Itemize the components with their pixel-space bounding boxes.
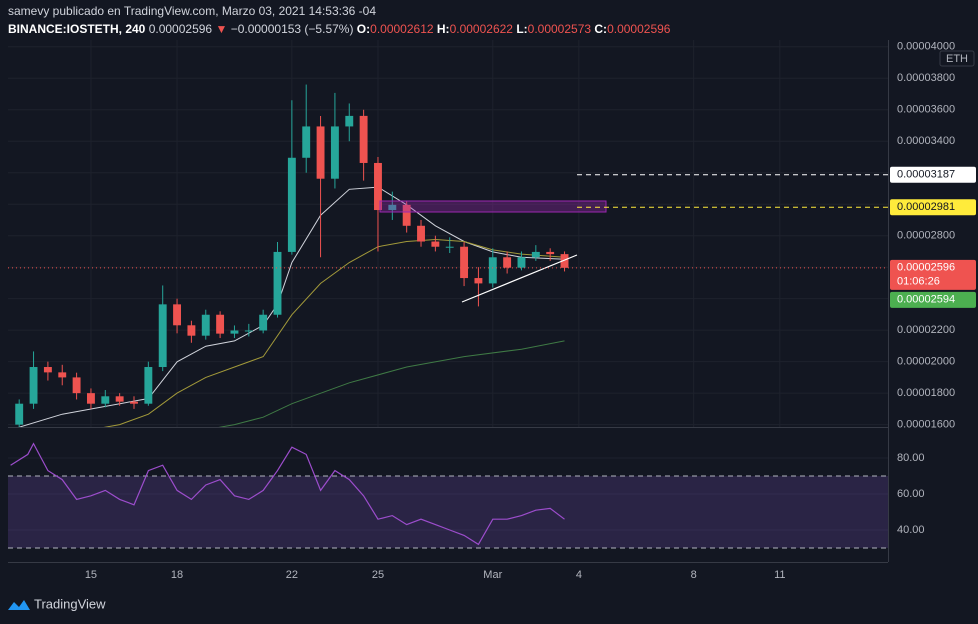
candle-body <box>287 157 296 252</box>
author-line: samevy publicado en TradingView.com, Mar… <box>8 4 377 18</box>
y-tick-label: 0.00002200 <box>897 324 955 336</box>
x-tick-label: 11 <box>774 569 785 581</box>
y-tick-label: 0.00003400 <box>897 135 955 147</box>
price-label-box <box>890 199 976 216</box>
candle-body <box>273 251 282 315</box>
x-tick-label: 25 <box>372 569 384 581</box>
x-tick-label: 15 <box>85 569 97 581</box>
y-tick-label: 0.00002000 <box>897 356 955 368</box>
candle-body <box>488 257 497 284</box>
change: −0.00000153 (−5.57%) <box>230 22 354 36</box>
y-tick-label: 0.00004000 <box>897 41 955 53</box>
ohlc-value: 0.00002596 <box>607 22 671 36</box>
candle-body <box>130 401 138 404</box>
candle-body <box>460 246 469 279</box>
candle-body <box>330 126 339 179</box>
rsi-band <box>8 476 888 548</box>
candle-body <box>316 126 325 179</box>
y-tick-label: 40.00 <box>897 524 925 536</box>
candle-body <box>216 314 225 334</box>
price-label-box <box>890 166 976 183</box>
axes: 0.00001600 0.00001800 0.00002000 0.00002200… <box>8 41 976 581</box>
countdown: 01:06:26 <box>897 276 940 288</box>
currency: ETH <box>946 53 968 65</box>
y-tick-label: 80.00 <box>897 452 925 464</box>
x-tick-label: 22 <box>286 569 298 581</box>
candle-body <box>244 330 253 332</box>
candle-body <box>374 162 382 211</box>
candle-body <box>517 257 526 268</box>
ohlc-value: 0.00002622 <box>449 22 513 36</box>
x-tick-label: 18 <box>171 569 183 581</box>
candle-body <box>15 403 24 425</box>
rsi-line <box>10 442 565 546</box>
ohlc-key: L: <box>516 22 528 36</box>
last-price: 0.00002596 <box>148 22 213 36</box>
candle-body <box>531 251 540 258</box>
candle-body <box>546 251 555 255</box>
candle-body <box>259 314 268 331</box>
ohlc-key: C: <box>594 22 608 36</box>
price-label: 0.00002981 <box>897 201 955 213</box>
price-label-box <box>890 259 976 290</box>
logo <box>8 600 30 610</box>
candle-body <box>230 330 239 334</box>
price-label: 0.00002594 <box>897 294 955 306</box>
candle-body <box>402 204 411 226</box>
moving-average <box>103 238 565 427</box>
candle-body <box>388 204 397 211</box>
price-label: 0.00003187 <box>897 169 955 181</box>
ohlc-value: 0.00002612 <box>370 22 434 36</box>
candle-body <box>503 257 512 268</box>
symbol: BINANCE:IOSTETH, 240 <box>8 22 146 36</box>
arrow: ▼ <box>215 22 228 36</box>
y-tick-label: 0.00001600 <box>897 419 955 431</box>
candle-body <box>58 372 67 378</box>
candle-body <box>101 396 110 404</box>
candle-body <box>474 278 483 284</box>
x-tick-label: 8 <box>691 569 697 581</box>
price-label-box <box>890 291 976 308</box>
candle-body <box>345 115 354 127</box>
price-label: 0.00002596 <box>897 262 955 274</box>
candle-body <box>43 367 52 373</box>
candle-body <box>302 126 311 158</box>
candle-body <box>115 396 124 402</box>
candle-body <box>417 225 425 242</box>
candle-body <box>72 377 81 394</box>
price-pane <box>15 84 569 427</box>
x-tick-label: 4 <box>576 569 582 581</box>
grid <box>8 40 888 531</box>
ohlc-value: 0.00002573 <box>527 22 592 36</box>
candle-body <box>359 115 368 163</box>
candle-body <box>87 393 95 404</box>
y-tick-label: 60.00 <box>897 488 925 500</box>
candle-body <box>431 241 440 247</box>
candle-body <box>445 246 454 248</box>
ohlc-key: H: <box>436 22 450 36</box>
currency-box <box>939 50 975 67</box>
candle-body <box>201 314 210 336</box>
y-tick-label: 0.00001800 <box>897 387 955 399</box>
brand: TradingView <box>34 596 106 611</box>
y-tick-label: 0.00003600 <box>897 104 955 116</box>
candle-body <box>158 304 167 368</box>
symbol-line: BINANCE:IOSTETH, 240 0.00002596 ▼ −0.000… <box>8 22 670 36</box>
candle-body <box>144 367 153 404</box>
candle-body <box>560 254 569 268</box>
rsi-pane <box>8 442 888 549</box>
ohlc-key: O: <box>356 22 371 36</box>
candle-body <box>187 325 196 336</box>
range-box <box>379 200 607 213</box>
candle-body <box>173 304 182 326</box>
candle-body <box>29 367 38 404</box>
trend-line <box>461 254 578 303</box>
moving-average <box>218 340 565 427</box>
y-tick-label: 0.00003800 <box>897 72 955 84</box>
x-tick-label: Mar <box>483 569 502 581</box>
y-tick-label: 0.00002800 <box>897 230 955 242</box>
